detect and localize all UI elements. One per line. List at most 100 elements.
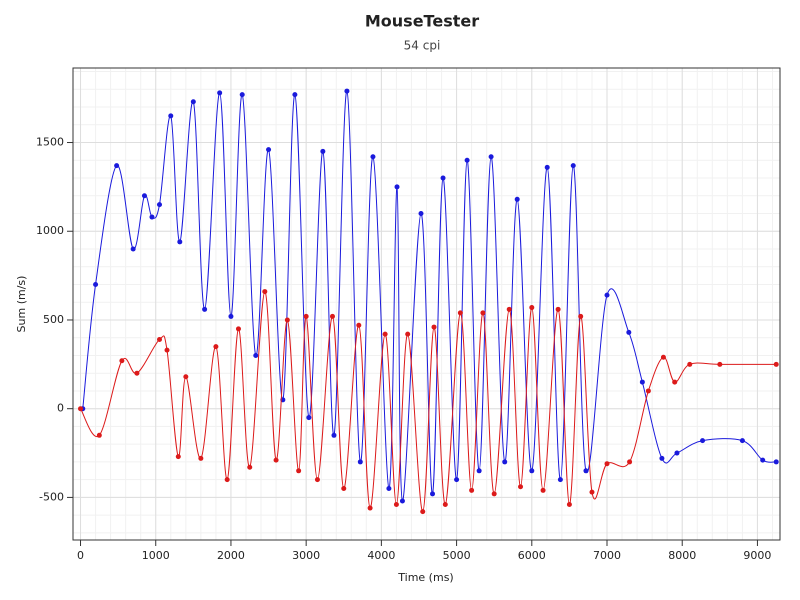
data-point — [544, 164, 550, 170]
data-point — [177, 239, 183, 245]
data-point — [202, 306, 208, 312]
data-point — [141, 193, 147, 199]
x-tick-label: 1000 — [142, 549, 170, 562]
data-point — [502, 459, 508, 465]
data-point — [168, 113, 174, 119]
data-point — [224, 477, 230, 483]
y-tick-label: -500 — [39, 490, 64, 503]
data-point — [344, 88, 350, 94]
data-point — [367, 505, 373, 511]
data-point — [156, 202, 162, 208]
data-point — [430, 491, 436, 497]
data-point — [739, 438, 745, 444]
x-tick-label: 3000 — [292, 549, 320, 562]
data-point — [506, 306, 512, 312]
data-point — [370, 154, 376, 160]
data-point — [356, 322, 362, 328]
x-tick-label: 6000 — [518, 549, 546, 562]
y-tick-label: 0 — [57, 402, 64, 415]
data-point — [464, 157, 470, 163]
data-point — [469, 487, 475, 493]
data-point — [190, 99, 196, 105]
x-tick-label: 5000 — [443, 549, 471, 562]
plot-frame — [72, 67, 781, 541]
x-tick-label: 7000 — [593, 549, 621, 562]
data-point — [570, 163, 576, 169]
data-point — [292, 92, 298, 98]
data-point — [431, 324, 437, 330]
data-point — [773, 361, 779, 367]
data-point — [399, 498, 405, 504]
x-axis-label: Time (ms) — [397, 571, 453, 584]
data-point — [331, 432, 337, 438]
x-tick-label: 0 — [77, 549, 84, 562]
data-point — [660, 354, 666, 360]
data-point — [578, 313, 584, 319]
data-point — [149, 214, 155, 220]
data-point — [273, 457, 279, 463]
data-point — [341, 486, 347, 492]
x-tick-label: 8000 — [668, 549, 696, 562]
data-point — [540, 487, 546, 493]
data-point — [235, 326, 241, 332]
data-point — [627, 459, 633, 465]
data-point — [175, 454, 181, 460]
data-point — [114, 163, 120, 169]
data-point — [382, 331, 388, 337]
data-point — [418, 211, 424, 217]
data-point — [700, 438, 706, 444]
data-point — [480, 310, 486, 316]
data-point — [134, 370, 140, 376]
data-point — [529, 305, 535, 311]
chart-subtitle: 54 cpi — [404, 39, 441, 53]
data-point — [773, 459, 779, 465]
data-point — [604, 292, 610, 298]
data-point — [314, 477, 320, 483]
data-point — [394, 184, 400, 190]
data-point — [284, 317, 290, 323]
data-point — [93, 281, 99, 287]
data-point — [393, 502, 399, 508]
data-point — [557, 477, 563, 483]
data-point — [78, 406, 84, 412]
data-point — [420, 509, 426, 515]
data-point — [488, 154, 494, 160]
data-point — [518, 484, 524, 490]
data-point — [213, 344, 219, 350]
data-point — [306, 415, 312, 421]
data-point — [262, 289, 268, 295]
series-line — [80, 291, 777, 513]
data-point — [198, 455, 204, 461]
data-point — [476, 468, 482, 474]
data-point — [217, 90, 223, 96]
chart-title: MouseTester — [365, 12, 479, 31]
data-point — [296, 468, 302, 474]
x-tick-label: 4000 — [367, 549, 395, 562]
data-point — [491, 491, 497, 497]
data-point — [239, 92, 245, 98]
data-point — [717, 361, 723, 367]
data-point — [589, 489, 595, 495]
data-point — [760, 457, 766, 463]
data-point — [405, 331, 411, 337]
data-point — [303, 313, 309, 319]
x-tick-label: 2000 — [217, 549, 245, 562]
data-point — [247, 464, 253, 470]
data-point — [119, 358, 125, 364]
data-point — [583, 468, 589, 474]
data-point — [626, 329, 632, 335]
data-point — [156, 336, 162, 342]
data-point — [555, 306, 561, 312]
y-tick-label: 1500 — [36, 136, 64, 149]
data-point — [253, 352, 259, 358]
data-point — [96, 432, 102, 438]
y-axis-label: Sum (m/s) — [15, 276, 28, 333]
data-point — [674, 450, 680, 456]
data-point — [566, 502, 572, 508]
data-point — [454, 477, 460, 483]
data-point — [266, 147, 272, 153]
data-point — [639, 379, 645, 385]
data-point — [228, 313, 234, 319]
